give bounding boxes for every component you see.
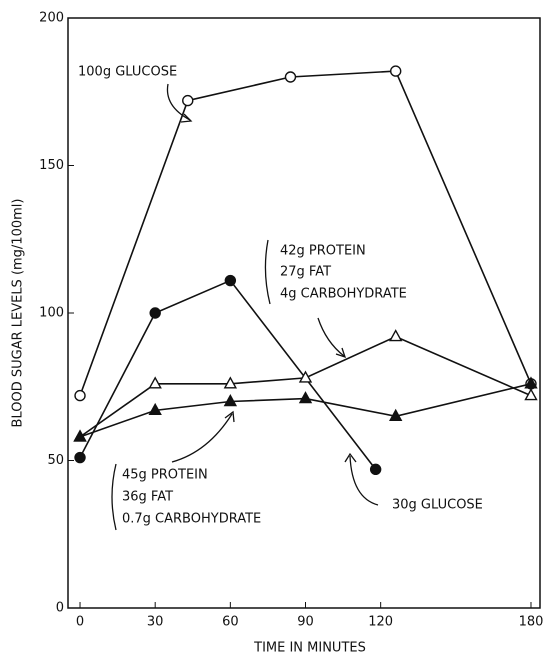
arrow	[166, 83, 191, 121]
arrow	[349, 455, 379, 506]
series-label: 100g GLUCOSE	[78, 65, 177, 80]
x-tick-label: 120	[368, 615, 393, 630]
brace	[264, 239, 271, 305]
series-line	[79, 279, 377, 470]
y-axis-label: BLOOD SUGAR LEVELS (mg/100ml)	[11, 199, 26, 428]
x-tick-label: 0	[76, 615, 84, 630]
marker	[223, 394, 238, 407]
series-line	[79, 70, 532, 396]
series-label: 36g FAT	[122, 490, 173, 505]
y-tick-label: 0	[56, 601, 64, 616]
marker	[149, 307, 161, 319]
series-line	[79, 335, 532, 438]
y-tick-label: 150	[39, 158, 64, 173]
series-label: 0.7g CARBOHYDRATE	[122, 512, 261, 527]
series-label: 42g PROTEIN	[280, 244, 366, 259]
marker	[148, 402, 162, 416]
arrow	[171, 413, 233, 463]
arrow-head	[180, 113, 193, 123]
x-tick-label: 90	[297, 615, 314, 630]
marker	[74, 451, 86, 464]
x-tick-label: 60	[222, 615, 239, 630]
marker	[298, 370, 313, 383]
marker	[223, 376, 238, 389]
series-label: 45g PROTEIN	[122, 468, 208, 483]
marker	[389, 65, 402, 77]
marker	[284, 71, 297, 83]
arrow	[335, 347, 347, 359]
x-tick-label: 30	[147, 615, 164, 630]
marker	[524, 388, 538, 401]
x-axis-label: TIME IN MINUTES	[253, 641, 366, 656]
brace	[111, 463, 117, 531]
arrow-head	[344, 452, 357, 463]
series-line	[79, 383, 532, 438]
y-tick-label: 50	[47, 453, 64, 468]
marker	[389, 329, 403, 342]
marker	[74, 389, 86, 402]
y-tick-label: 200	[39, 11, 64, 26]
series-label: 4g CARBOHYDRATE	[280, 287, 407, 302]
y-tick-label: 100	[39, 306, 64, 321]
marker	[73, 429, 87, 442]
marker	[389, 408, 403, 421]
arrow-head	[224, 410, 235, 423]
marker	[524, 376, 538, 389]
marker	[224, 274, 237, 287]
series-label: 30g GLUCOSE	[392, 498, 483, 513]
marker	[298, 391, 313, 404]
marker	[148, 376, 162, 389]
x-tick-label: 180	[519, 615, 543, 630]
annotation-arrows	[111, 83, 379, 531]
marker	[182, 94, 194, 107]
marker	[369, 463, 382, 476]
series-label: 27g FAT	[280, 265, 331, 280]
arrow	[317, 317, 345, 357]
